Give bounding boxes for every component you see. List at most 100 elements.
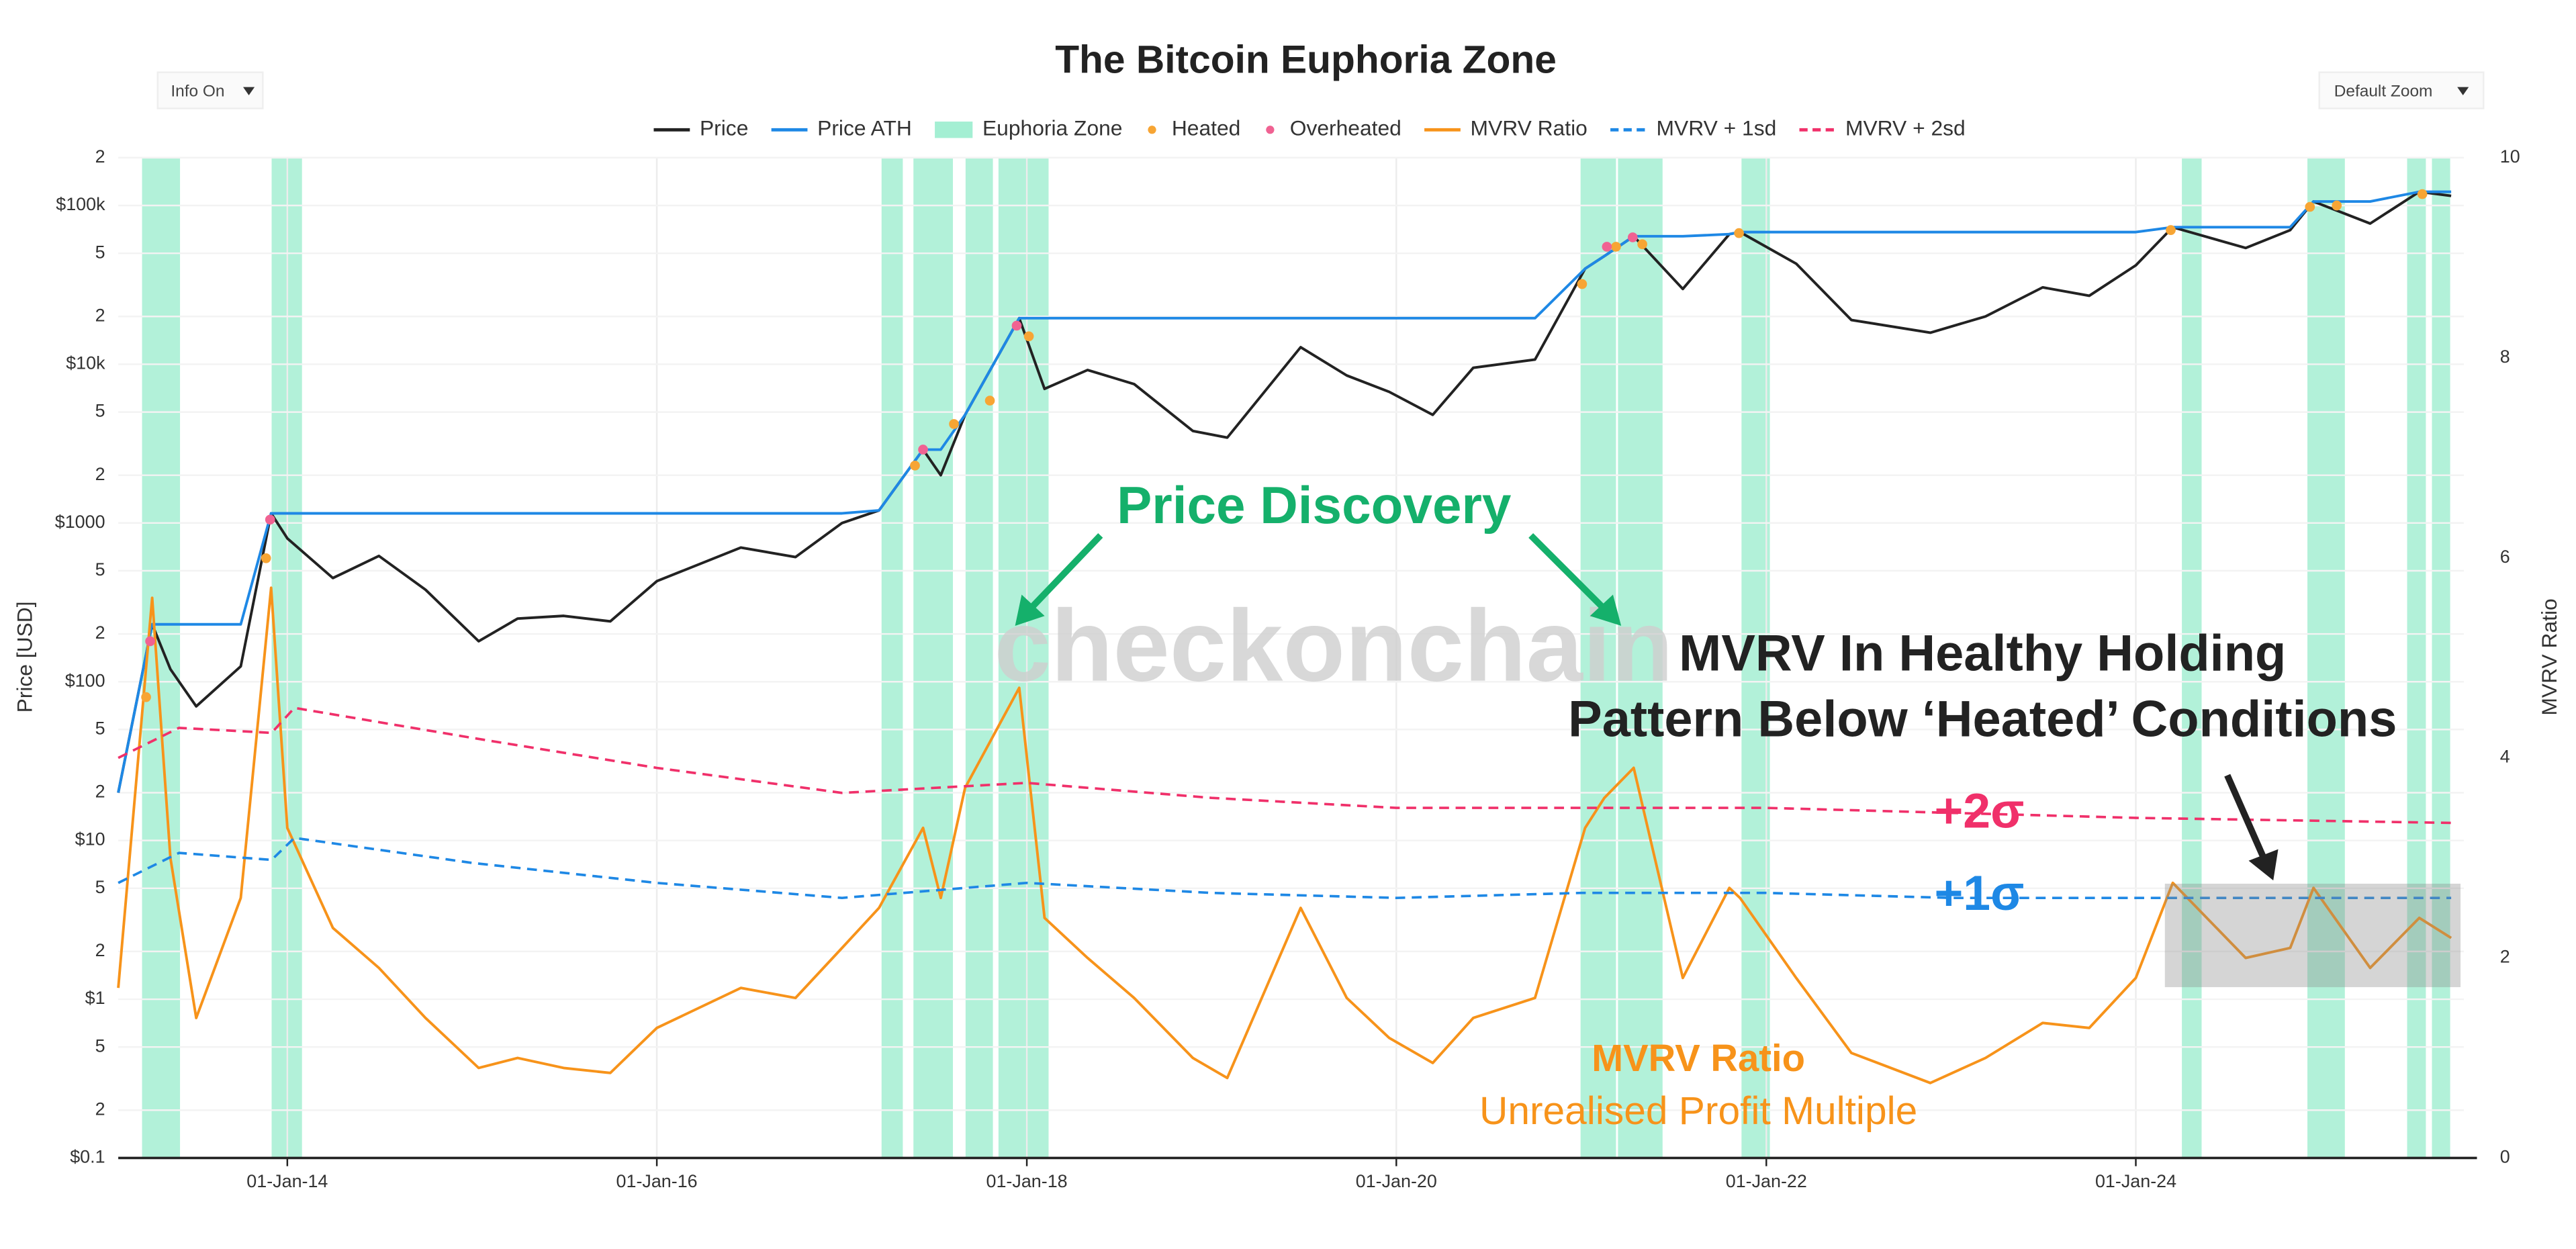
euphoria-zone bbox=[1618, 157, 1663, 1158]
euphoria-zone bbox=[998, 157, 1049, 1158]
euphoria-zone bbox=[2182, 157, 2202, 1158]
series-line bbox=[118, 836, 2452, 899]
series-point bbox=[141, 692, 151, 702]
arrow bbox=[1528, 533, 1609, 614]
axes-layer: 01-Jan-14 01-Jan-16 01-Jan-18 01-Jan-20 01-J… bbox=[55, 146, 2520, 1191]
euphoria-zone bbox=[965, 157, 993, 1158]
y-tick-label: $1000 bbox=[55, 512, 105, 532]
series-point bbox=[1637, 239, 1647, 250]
annotation: Pattern Below ‘Heated’ Conditions bbox=[1568, 690, 2397, 747]
info-button-label[interactable]: Info On bbox=[171, 82, 224, 100]
series-point bbox=[2332, 200, 2342, 211]
y2-tick-label: 10 bbox=[2500, 146, 2520, 167]
zones-layer bbox=[142, 157, 2450, 1158]
y2-tick-label: 0 bbox=[2500, 1147, 2510, 1167]
x-tick-label: 01-Jan-18 bbox=[986, 1171, 1068, 1191]
y-tick-label: 5 bbox=[95, 719, 105, 739]
series-point bbox=[2305, 201, 2315, 212]
euphoria-zone bbox=[2407, 157, 2426, 1158]
series-point bbox=[1627, 232, 1638, 242]
y-tick-label: 5 bbox=[95, 559, 105, 580]
y2-tick-label: 2 bbox=[2500, 947, 2510, 967]
watermark: checkonchain bbox=[995, 590, 1673, 703]
y-tick-label: 2 bbox=[95, 940, 105, 960]
series-line bbox=[118, 706, 2452, 825]
dropdown-arrow[interactable] bbox=[2457, 87, 2469, 95]
highlight-box bbox=[2164, 883, 2461, 988]
series-line bbox=[117, 190, 2452, 793]
y-tick-label: 5 bbox=[95, 242, 105, 262]
annotation: Unrealised Profit Multiple bbox=[1479, 1089, 1917, 1133]
series-point bbox=[1577, 279, 1588, 289]
euphoria-zone bbox=[881, 157, 903, 1158]
series-point bbox=[2166, 225, 2176, 235]
annotation: Price Discovery bbox=[1117, 475, 1512, 535]
legend-label: Price ATH bbox=[817, 116, 912, 140]
arrow bbox=[1025, 533, 1103, 614]
series-point bbox=[1602, 242, 1612, 252]
euphoria-zone bbox=[913, 157, 954, 1158]
series-point bbox=[1023, 331, 1034, 342]
arrows bbox=[1015, 533, 2279, 881]
legend-label: Price bbox=[700, 116, 748, 140]
chart-title: The Bitcoin Euphoria Zone bbox=[1055, 38, 1557, 81]
y-tick-label: $0.1 bbox=[70, 1147, 105, 1167]
series-point bbox=[918, 445, 928, 455]
y-tick-label: $10k bbox=[66, 353, 105, 373]
y-axis-title: Price [USD] bbox=[13, 601, 37, 712]
euphoria-zone bbox=[2307, 157, 2345, 1158]
legend-label: MVRV + 2sd bbox=[1845, 116, 1966, 140]
legend-swatch bbox=[1266, 126, 1275, 134]
zoom-button[interactable] bbox=[2318, 71, 2485, 109]
series-point bbox=[2417, 189, 2428, 199]
y-tick-label: 5 bbox=[95, 877, 105, 897]
series-line bbox=[117, 190, 2452, 793]
series-point bbox=[265, 514, 275, 525]
y-tick-label: 2 bbox=[95, 146, 105, 167]
legend-label: Euphoria Zone bbox=[982, 116, 1122, 140]
dropdown-arrow[interactable] bbox=[243, 87, 255, 95]
series-line bbox=[117, 586, 2452, 1084]
y2-tick-label: 4 bbox=[2500, 747, 2510, 767]
y-tick-label: $10 bbox=[75, 829, 105, 849]
series-point bbox=[984, 396, 995, 406]
zoom-button-label[interactable]: Default Zoom bbox=[2334, 82, 2433, 100]
x-tick-label: 01-Jan-22 bbox=[1726, 1171, 1807, 1191]
euphoria-zone bbox=[142, 157, 181, 1158]
series-point bbox=[145, 636, 155, 647]
series-point bbox=[1734, 228, 1744, 238]
y-tick-label: $1 bbox=[85, 988, 105, 1008]
y-tick-label: 2 bbox=[95, 464, 105, 484]
y2-tick-label: 8 bbox=[2500, 346, 2510, 367]
legend-label: MVRV Ratio bbox=[1471, 116, 1588, 140]
series-point bbox=[261, 553, 271, 563]
annotation: MVRV In Healthy Holding bbox=[1679, 624, 2286, 682]
grid-layer bbox=[118, 156, 2464, 1159]
series-point bbox=[1611, 242, 1621, 252]
y-tick-label: 2 bbox=[95, 1099, 105, 1119]
series-point bbox=[1011, 320, 1022, 331]
x-tick-label: 01-Jan-14 bbox=[246, 1171, 328, 1191]
legend-swatch bbox=[935, 122, 973, 138]
y-tick-label: $100 bbox=[65, 670, 105, 690]
y-tick-label: 2 bbox=[95, 622, 105, 643]
annotation: +2σ bbox=[1934, 784, 2024, 839]
y-tick-label: 5 bbox=[95, 1035, 105, 1056]
x-tick-label: 01-Jan-20 bbox=[1356, 1171, 1437, 1191]
legend-label: Heated bbox=[1172, 116, 1240, 140]
euphoria-zone bbox=[1580, 157, 1616, 1158]
info-button[interactable] bbox=[156, 71, 264, 109]
arrow-head bbox=[1015, 594, 1045, 626]
legend: Price Price ATH Euphoria Zone Heated Overhea… bbox=[653, 116, 1966, 140]
euphoria-zone bbox=[2432, 157, 2450, 1158]
lines-layer bbox=[117, 189, 2452, 1084]
arrow-head bbox=[2248, 849, 2279, 881]
x-tick-label: 01-Jan-16 bbox=[616, 1171, 698, 1191]
y-tick-label: 2 bbox=[95, 782, 105, 802]
legend-label: Overheated bbox=[1290, 116, 1401, 140]
legend-swatch bbox=[1148, 126, 1156, 134]
annotation: +1σ bbox=[1934, 866, 2024, 921]
arrow-head bbox=[1590, 594, 1622, 626]
